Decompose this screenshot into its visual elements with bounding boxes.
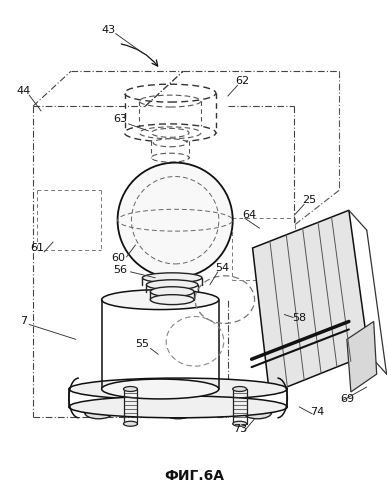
Polygon shape: [253, 210, 369, 394]
Ellipse shape: [125, 124, 216, 142]
Text: 43: 43: [102, 24, 116, 34]
Ellipse shape: [123, 386, 137, 392]
Text: 60: 60: [111, 253, 126, 263]
Ellipse shape: [164, 407, 192, 419]
Ellipse shape: [85, 407, 113, 419]
Ellipse shape: [153, 139, 187, 146]
Text: 7: 7: [20, 316, 27, 326]
Ellipse shape: [150, 294, 194, 304]
Polygon shape: [347, 322, 377, 392]
Ellipse shape: [146, 280, 198, 289]
Ellipse shape: [69, 378, 288, 400]
Text: 55: 55: [135, 340, 149, 349]
Text: 54: 54: [215, 263, 229, 273]
Text: ФИГ.6А: ФИГ.6А: [164, 470, 224, 484]
Ellipse shape: [123, 422, 137, 426]
Ellipse shape: [142, 273, 202, 283]
Text: 61: 61: [30, 243, 44, 253]
Ellipse shape: [102, 379, 219, 399]
Text: 69: 69: [340, 394, 354, 404]
Ellipse shape: [151, 153, 189, 162]
Text: 73: 73: [233, 424, 247, 434]
Text: 63: 63: [114, 114, 128, 124]
Circle shape: [118, 162, 233, 278]
Text: 58: 58: [292, 312, 306, 322]
Ellipse shape: [150, 286, 194, 296]
Text: 74: 74: [310, 407, 324, 417]
Ellipse shape: [233, 422, 247, 426]
Text: 64: 64: [242, 210, 256, 220]
Text: 44: 44: [16, 86, 30, 96]
Ellipse shape: [244, 407, 272, 419]
Ellipse shape: [233, 386, 247, 392]
Ellipse shape: [151, 128, 189, 138]
Text: 62: 62: [236, 76, 250, 86]
Text: 25: 25: [302, 196, 316, 205]
Ellipse shape: [69, 396, 288, 418]
Text: 56: 56: [114, 265, 128, 275]
Ellipse shape: [102, 290, 219, 310]
